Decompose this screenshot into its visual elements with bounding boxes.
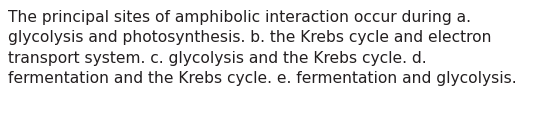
Text: The principal sites of amphibolic interaction occur during a.
glycolysis and pho: The principal sites of amphibolic intera… [8, 10, 517, 86]
